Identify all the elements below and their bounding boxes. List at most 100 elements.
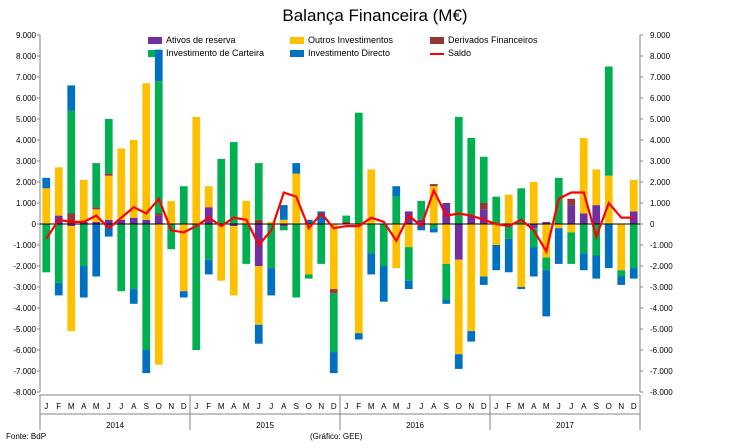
x-month-label: A bbox=[81, 402, 87, 411]
bar-segment bbox=[67, 213, 76, 224]
bar-segment bbox=[129, 289, 138, 304]
bar-segment bbox=[217, 158, 226, 224]
bar-segment bbox=[92, 221, 101, 224]
x-month-label: A bbox=[281, 402, 287, 411]
bar-segment bbox=[242, 224, 251, 264]
bar-segment bbox=[167, 200, 176, 224]
bar-segment bbox=[267, 268, 276, 296]
y-tick-label-right: 6.000 bbox=[650, 94, 671, 103]
bar-segment bbox=[79, 266, 88, 298]
bar-segment bbox=[154, 81, 163, 214]
bar-segment bbox=[404, 247, 413, 281]
y-tick-label-left: -8.000 bbox=[13, 388, 36, 397]
bar-segment bbox=[229, 142, 238, 224]
bar-segment bbox=[229, 226, 238, 296]
bar-segment bbox=[279, 226, 288, 231]
bar-segment bbox=[579, 224, 588, 254]
bar-segment bbox=[104, 119, 113, 174]
bar-segment bbox=[254, 163, 263, 220]
x-year-label: 2015 bbox=[256, 421, 274, 430]
bar-segment bbox=[467, 224, 476, 332]
bar-segment bbox=[404, 280, 413, 290]
bar-segment bbox=[42, 177, 51, 189]
x-month-label: S bbox=[594, 402, 599, 411]
legend-line-saldo bbox=[430, 52, 444, 55]
y-tick-label-left: -6.000 bbox=[13, 346, 36, 355]
x-month-label: O bbox=[456, 402, 462, 411]
x-month-label: J bbox=[419, 402, 423, 411]
x-month-label: J bbox=[257, 402, 261, 411]
x-month-label: J bbox=[344, 402, 348, 411]
x-year-label: 2014 bbox=[106, 421, 124, 430]
bar-segment bbox=[504, 238, 513, 273]
y-tick-label-left: 1.000 bbox=[16, 199, 37, 208]
bar-segment bbox=[492, 245, 501, 271]
y-tick-label-right: 4.000 bbox=[650, 136, 671, 145]
bar-segment bbox=[154, 224, 163, 365]
x-month-label: O bbox=[606, 402, 612, 411]
legend-label-carteira: Investimento de Carteira bbox=[166, 48, 265, 58]
bar-segment bbox=[317, 224, 326, 264]
bar-segment bbox=[304, 274, 313, 279]
legend-item-directo: Investimento Directo bbox=[290, 48, 390, 58]
bar-segment bbox=[154, 213, 163, 216]
bar-segment bbox=[454, 116, 463, 224]
x-month-label: F bbox=[506, 402, 511, 411]
y-tick-label-left: -2.000 bbox=[13, 262, 36, 271]
bar-segment bbox=[204, 207, 213, 224]
y-tick-label-left: 2.000 bbox=[16, 178, 37, 187]
bar-segment bbox=[442, 263, 451, 300]
x-month-label: M bbox=[218, 402, 225, 411]
bar-segment bbox=[417, 219, 426, 224]
legend-swatch-outros-investimentos bbox=[290, 37, 304, 45]
x-month-label: F bbox=[206, 402, 211, 411]
bar-segment bbox=[517, 224, 526, 287]
bar-segment bbox=[267, 224, 276, 269]
x-month-label: D bbox=[481, 402, 487, 411]
y-tick-label-right: -6.000 bbox=[650, 346, 673, 355]
legend-label-saldo: Saldo bbox=[448, 48, 472, 58]
bar-segment bbox=[354, 224, 363, 334]
x-month-label: F bbox=[56, 402, 61, 411]
bar-segment bbox=[254, 219, 263, 224]
bar-segment bbox=[492, 196, 501, 224]
bar-segment bbox=[592, 169, 601, 206]
bar-segment bbox=[567, 232, 576, 264]
bar-segment bbox=[504, 226, 513, 239]
bar-segment bbox=[529, 228, 538, 248]
bar-segment bbox=[279, 219, 288, 224]
bar-segment bbox=[554, 224, 563, 229]
bar-segment bbox=[104, 175, 113, 220]
y-tick-label-right: 7.000 bbox=[650, 73, 671, 82]
bar-segment bbox=[142, 350, 151, 374]
bar-segment bbox=[117, 148, 126, 220]
bar-segment bbox=[454, 224, 463, 260]
bar-segment bbox=[242, 200, 251, 224]
bar-segment bbox=[229, 224, 238, 227]
x-month-label: J bbox=[494, 402, 498, 411]
bar-segment bbox=[67, 110, 76, 214]
bar-segment bbox=[392, 186, 401, 197]
bar-segment bbox=[292, 163, 301, 174]
bar-segment bbox=[567, 224, 576, 233]
x-month-label: M bbox=[368, 402, 375, 411]
bar-segment bbox=[629, 179, 638, 212]
bar-segment bbox=[567, 205, 576, 224]
bar-segment bbox=[104, 173, 113, 176]
bar-segment bbox=[117, 219, 126, 224]
x-year-label: 2016 bbox=[406, 421, 424, 430]
bar-segment bbox=[467, 137, 476, 216]
y-tick-label-left: -5.000 bbox=[13, 325, 36, 334]
bar-segment bbox=[604, 224, 613, 269]
x-month-label: D bbox=[181, 402, 187, 411]
bar-segment bbox=[604, 66, 613, 176]
bar-segment bbox=[467, 331, 476, 342]
bar-segment bbox=[579, 253, 588, 271]
y-tick-label-left: 5.000 bbox=[16, 115, 37, 124]
source-note: Fonte: BdP bbox=[6, 432, 47, 441]
bar-segment bbox=[479, 203, 488, 210]
y-tick-label-left: 9.000 bbox=[16, 31, 37, 40]
saldo-line bbox=[45, 187, 634, 255]
y-tick-label-right: 1.000 bbox=[650, 199, 671, 208]
